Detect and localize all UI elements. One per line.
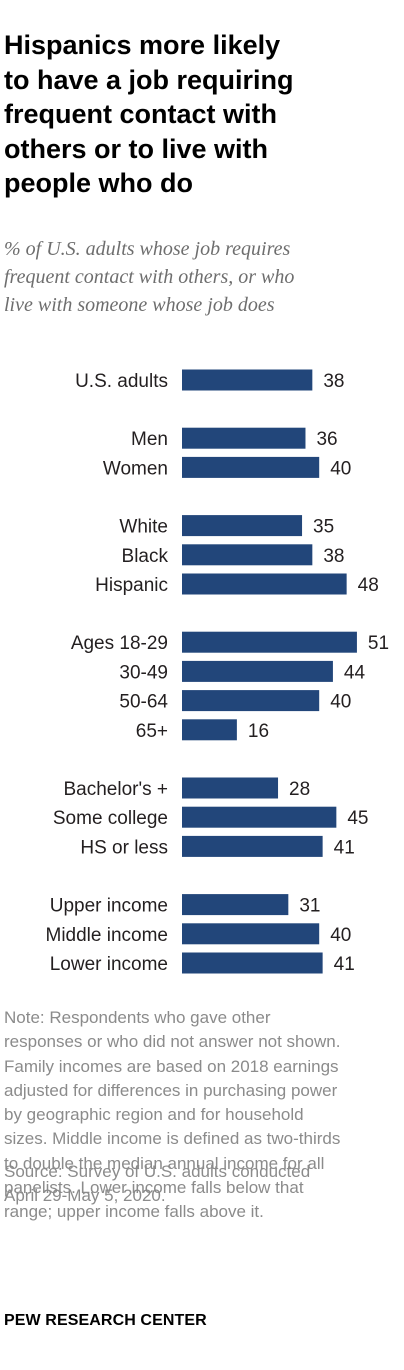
category-label: Black bbox=[122, 546, 169, 567]
bar bbox=[182, 573, 347, 595]
category-label: Hispanic bbox=[95, 575, 168, 596]
bar bbox=[182, 369, 313, 391]
bar-group: Men 36 Women 40 bbox=[103, 427, 351, 479]
category-label: Lower income bbox=[50, 954, 168, 975]
value-label: 28 bbox=[289, 779, 310, 800]
value-label: 40 bbox=[330, 925, 351, 946]
value-label: 44 bbox=[344, 662, 366, 683]
bar bbox=[182, 456, 320, 478]
category-label: Ages 18-29 bbox=[71, 633, 168, 654]
bar bbox=[182, 515, 303, 537]
value-label: 38 bbox=[323, 546, 344, 567]
bar bbox=[182, 952, 323, 974]
bar-group: White 35 Black 38 Hispanic 48 bbox=[95, 515, 379, 596]
value-label: 16 bbox=[248, 721, 269, 742]
bar-group: Upper income 31 Middle income 40 Lower incom… bbox=[46, 894, 355, 975]
value-label: 40 bbox=[330, 692, 351, 713]
chart-title: Hispanics more likely to have a job requ… bbox=[4, 30, 294, 198]
value-label: 36 bbox=[316, 429, 337, 450]
chart-source: Source: Survey of U.S. adults conducted … bbox=[4, 1162, 311, 1206]
category-label: 30-49 bbox=[119, 662, 168, 683]
bar-group: U.S. adults 38 bbox=[75, 369, 344, 392]
category-label: Middle income bbox=[46, 925, 169, 946]
chart-subtitle: % of U.S. adults whose job requires freq… bbox=[4, 238, 295, 316]
bar bbox=[182, 544, 313, 566]
bar bbox=[182, 631, 357, 653]
bar bbox=[182, 690, 320, 712]
value-label: 38 bbox=[323, 371, 344, 392]
value-label: 35 bbox=[313, 517, 334, 538]
category-label: Bachelor's + bbox=[64, 779, 169, 800]
bar bbox=[182, 427, 306, 449]
bar bbox=[182, 835, 323, 857]
bar bbox=[182, 777, 279, 799]
pew-research-center-logo: PEW RESEARCH CENTER bbox=[4, 1312, 207, 1329]
bar bbox=[182, 894, 289, 916]
category-label: 65+ bbox=[136, 721, 168, 742]
value-label: 31 bbox=[299, 896, 320, 917]
bar bbox=[182, 719, 237, 741]
value-label: 41 bbox=[334, 954, 355, 975]
value-label: 48 bbox=[358, 575, 379, 596]
category-label: Upper income bbox=[50, 896, 168, 917]
category-label: Men bbox=[131, 429, 168, 450]
category-label: Women bbox=[103, 458, 168, 479]
value-label: 41 bbox=[334, 837, 355, 858]
value-label: 45 bbox=[347, 808, 368, 829]
bar-group: Bachelor's + 28 Some college 45 HS or less 41 bbox=[53, 777, 368, 858]
value-label: 40 bbox=[330, 458, 351, 479]
category-label: Some college bbox=[53, 808, 168, 829]
bar-group: Ages 18-29 51 30-49 44 50-64 40 65+ 16 bbox=[71, 631, 389, 742]
bar bbox=[182, 923, 320, 945]
bar bbox=[182, 660, 333, 682]
category-label: 50-64 bbox=[119, 692, 168, 713]
category-label: White bbox=[119, 517, 168, 538]
category-label: HS or less bbox=[80, 837, 168, 858]
bar bbox=[182, 806, 337, 828]
chart-note: Note: Respondents who gave other respons… bbox=[4, 1008, 341, 1222]
bar-chart: U.S. adults 38 Men 36 Women 40 White 35 Black 38 H… bbox=[46, 369, 389, 975]
value-label: 51 bbox=[368, 633, 389, 654]
category-label: U.S. adults bbox=[75, 371, 168, 392]
